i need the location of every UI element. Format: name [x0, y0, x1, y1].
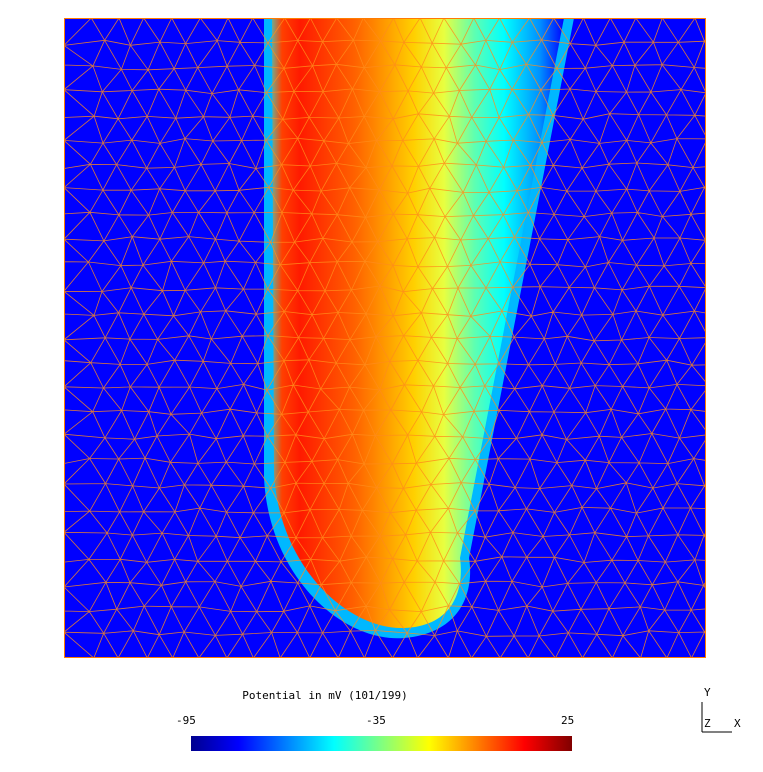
colorbar	[191, 736, 572, 751]
colorbar-min-label: -95	[176, 714, 196, 727]
colorbar-mid-label: -35	[366, 714, 386, 727]
x-axis-label: X	[734, 717, 741, 730]
colorbar-title: Potential in mV (101/199)	[242, 689, 408, 702]
triangular-mesh	[64, 18, 706, 658]
mesh-edges	[64, 18, 706, 658]
potential-field-plot[interactable]	[64, 18, 706, 658]
axes-triad: Y Z X	[701, 686, 741, 733]
colorbar-max-label: 25	[561, 714, 575, 727]
y-axis-label: Y	[704, 686, 711, 699]
z-axis-label: Z	[704, 717, 711, 730]
plot-border	[64, 18, 706, 658]
